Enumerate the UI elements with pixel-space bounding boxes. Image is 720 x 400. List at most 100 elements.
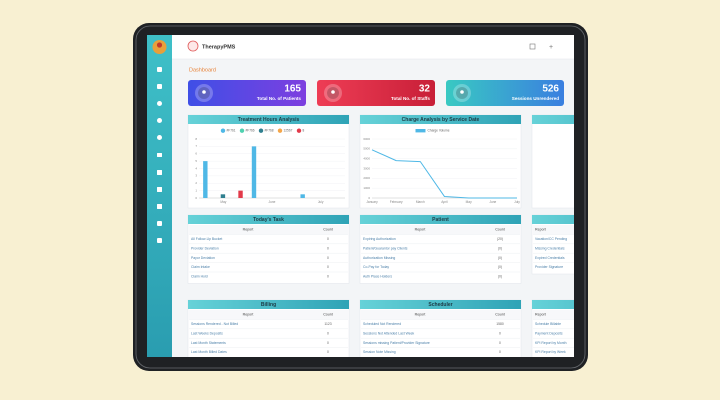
nav-icon[interactable] [157,221,162,226]
nav-icon[interactable] [157,204,162,209]
report-link[interactable]: Provider Signature [535,265,563,269]
legend-swatch [415,129,426,133]
x-tick-label: February [390,200,403,204]
report-link[interactable]: Payor Deviation [191,256,215,260]
panel [359,114,522,209]
report-link[interactable]: Authorization Missing [363,256,395,260]
legend-label: Charge Volume [428,129,450,133]
legend-swatch [258,128,264,133]
legend-label: 8 [303,129,305,133]
report-link[interactable]: Last Month Billed Dates [191,350,227,354]
report-count[interactable]: 0 [327,341,329,345]
nav-icon[interactable] [157,101,162,106]
legend-label: 12567 [284,129,293,133]
sidebar-icons [157,67,162,243]
nav-icon[interactable] [157,118,162,123]
report-link[interactable]: Sessions missing Patient/Provider Signat… [363,341,430,345]
top-bar [172,35,574,59]
stat-icon-person [331,90,335,94]
report-link[interactable]: Co-Pay for Today [363,265,389,269]
panel-header [532,115,574,124]
report-link[interactable]: KPI Report by Week [535,350,566,354]
report-count[interactable]: (0) [498,265,502,269]
report-link[interactable]: Last Month Statements [191,341,226,345]
report-count[interactable]: 0 [327,265,329,269]
report-link[interactable]: Vacation/CC Pending [535,237,567,241]
add-icon[interactable]: + [549,44,553,51]
nav-icon[interactable] [157,170,162,175]
expand-icon[interactable] [529,43,536,50]
report-link[interactable]: Payment Deposits [535,331,563,335]
report-link[interactable]: Missing Credentials [535,246,565,250]
y-tick-label: 3 [195,174,197,178]
report-link[interactable]: Claim Hold [191,275,208,279]
report-link[interactable]: Expired Credentials [535,256,565,260]
nav-icon[interactable] [157,153,162,157]
y-tick-label: 2000 [363,176,370,180]
legend-swatch [296,128,302,133]
report-link[interactable]: Scheduled Not Rendered [363,322,401,326]
report-count[interactable]: (20) [497,237,503,241]
panel [187,114,350,209]
report-count[interactable]: 0 [327,256,329,260]
panel-title: Staffs [606,217,620,223]
report-link[interactable]: Schedule Billable [535,322,561,326]
nav-icon[interactable] [157,135,162,140]
y-tick-label: 8 [195,137,197,141]
table-header [361,225,520,235]
report-link[interactable]: KPI Report by Month [535,341,567,345]
y-tick-label: 2 [195,181,197,185]
y-tick-label: 6 [195,152,197,156]
report-count[interactable]: 0 [499,331,501,335]
column-header: Report [243,228,254,232]
table-header [361,310,520,320]
x-tick-label: June [269,200,276,204]
x-tick-label: July [514,200,520,204]
logo-mark [187,40,199,52]
report-count[interactable]: 1580 [496,322,504,326]
stat-icon-person [460,90,464,94]
report-count[interactable]: (0) [498,246,502,250]
bar [300,194,305,198]
table-header [533,310,574,320]
panel-title: Charge Analysis by Service Date [402,117,480,123]
panel-title: Scheduler [428,302,452,308]
report-count[interactable]: 0 [327,275,329,279]
report-count[interactable]: 0 [327,246,329,250]
report-link[interactable]: Last Weeks Deposits [191,331,223,335]
y-tick-label: 1000 [363,186,370,190]
avatar-head [156,42,163,48]
report-count[interactable]: 0 [327,331,329,335]
report-link[interactable]: Patient/Guarantor pay Clients [363,246,408,250]
stat-card [446,80,564,106]
y-tick-label: 0 [368,196,370,200]
x-tick-label: June [489,200,496,204]
stat-icon-person [202,90,206,94]
report-link[interactable]: Sessions Not Attended Last Week [363,331,415,335]
report-count[interactable]: (0) [498,275,502,279]
nav-icon[interactable] [157,84,162,89]
panel [531,214,574,275]
stat-value: 165 [284,84,301,95]
table-header [533,225,574,235]
report-count[interactable]: 0 [327,350,329,354]
y-tick-label: 3000 [363,166,370,170]
report-link[interactable]: Session Note Missing [363,350,396,354]
nav-icon[interactable] [157,67,162,72]
report-link[interactable]: Auth Place Holders [363,275,392,279]
report-link[interactable]: Claim Intake [191,265,210,269]
column-header: Count [495,313,505,317]
nav-icon[interactable] [157,187,162,192]
nav-icon[interactable] [157,238,162,243]
report-count[interactable]: 0 [499,341,501,345]
report-link[interactable]: All Follow-Up Bucket [191,237,222,241]
x-tick-label: April [441,200,448,204]
report-count[interactable]: 0 [499,350,501,354]
report-count[interactable]: (0) [498,256,502,260]
report-link[interactable]: Provider Deviation [191,246,219,250]
report-count[interactable]: 1123 [324,322,331,326]
report-count[interactable]: 0 [327,237,329,241]
report-link[interactable]: Sessions Rendered - Not Billed [191,322,238,326]
report-link[interactable]: Expiring Authorization [363,237,396,241]
table-header [189,225,348,235]
